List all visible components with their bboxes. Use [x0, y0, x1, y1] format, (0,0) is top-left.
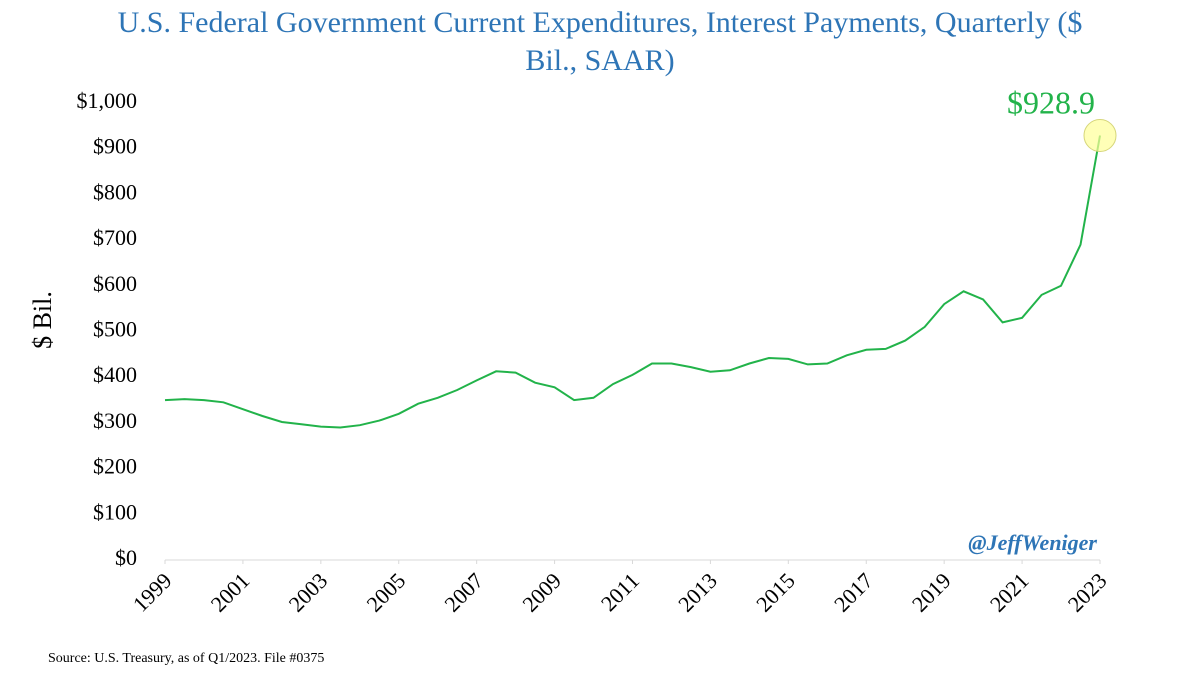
y-tick-label: $800	[93, 179, 137, 204]
y-tick-label: $600	[93, 271, 137, 296]
x-tick-label: 2001	[206, 568, 255, 617]
data-line	[164, 135, 1101, 429]
y-tick-label: $0	[115, 545, 137, 570]
x-tick-label: 2003	[284, 568, 333, 617]
y-tick-label: $500	[93, 317, 137, 342]
y-tick-label: $100	[93, 499, 137, 524]
x-tick-label: 2023	[1063, 568, 1112, 617]
data-label: $928.9	[1007, 84, 1095, 120]
y-tick-label: $400	[93, 362, 137, 387]
x-tick-label: 2005	[361, 568, 410, 617]
y-tick-label: $200	[93, 454, 137, 479]
x-tick-label: 2011	[596, 568, 644, 616]
y-axis-label: $ Bil.	[28, 291, 57, 349]
source: Source: U.S. Treasury, as of Q1/2023. Fi…	[48, 651, 324, 666]
y-tick-label: $300	[93, 408, 137, 433]
y-tick-label: $1,000	[77, 88, 138, 113]
x-tick-label: 1999	[128, 568, 177, 617]
x-tick-label: 2017	[829, 568, 878, 617]
x-tick-label: 2009	[517, 568, 566, 617]
x-tick-label: 2021	[985, 568, 1034, 617]
x-tick-label: 2015	[751, 568, 800, 617]
x-tick-label: 2013	[673, 568, 722, 617]
y-tick-label: $700	[93, 225, 137, 250]
watermark: @JeffWeniger	[968, 530, 1097, 555]
chart-title: U.S. Federal Government Current Expendit…	[117, 6, 1083, 77]
x-tick-label: 2019	[907, 568, 956, 617]
highlight-marker	[1083, 118, 1117, 152]
x-tick-label: 2007	[439, 568, 488, 617]
y-tick-label: $900	[93, 134, 137, 159]
